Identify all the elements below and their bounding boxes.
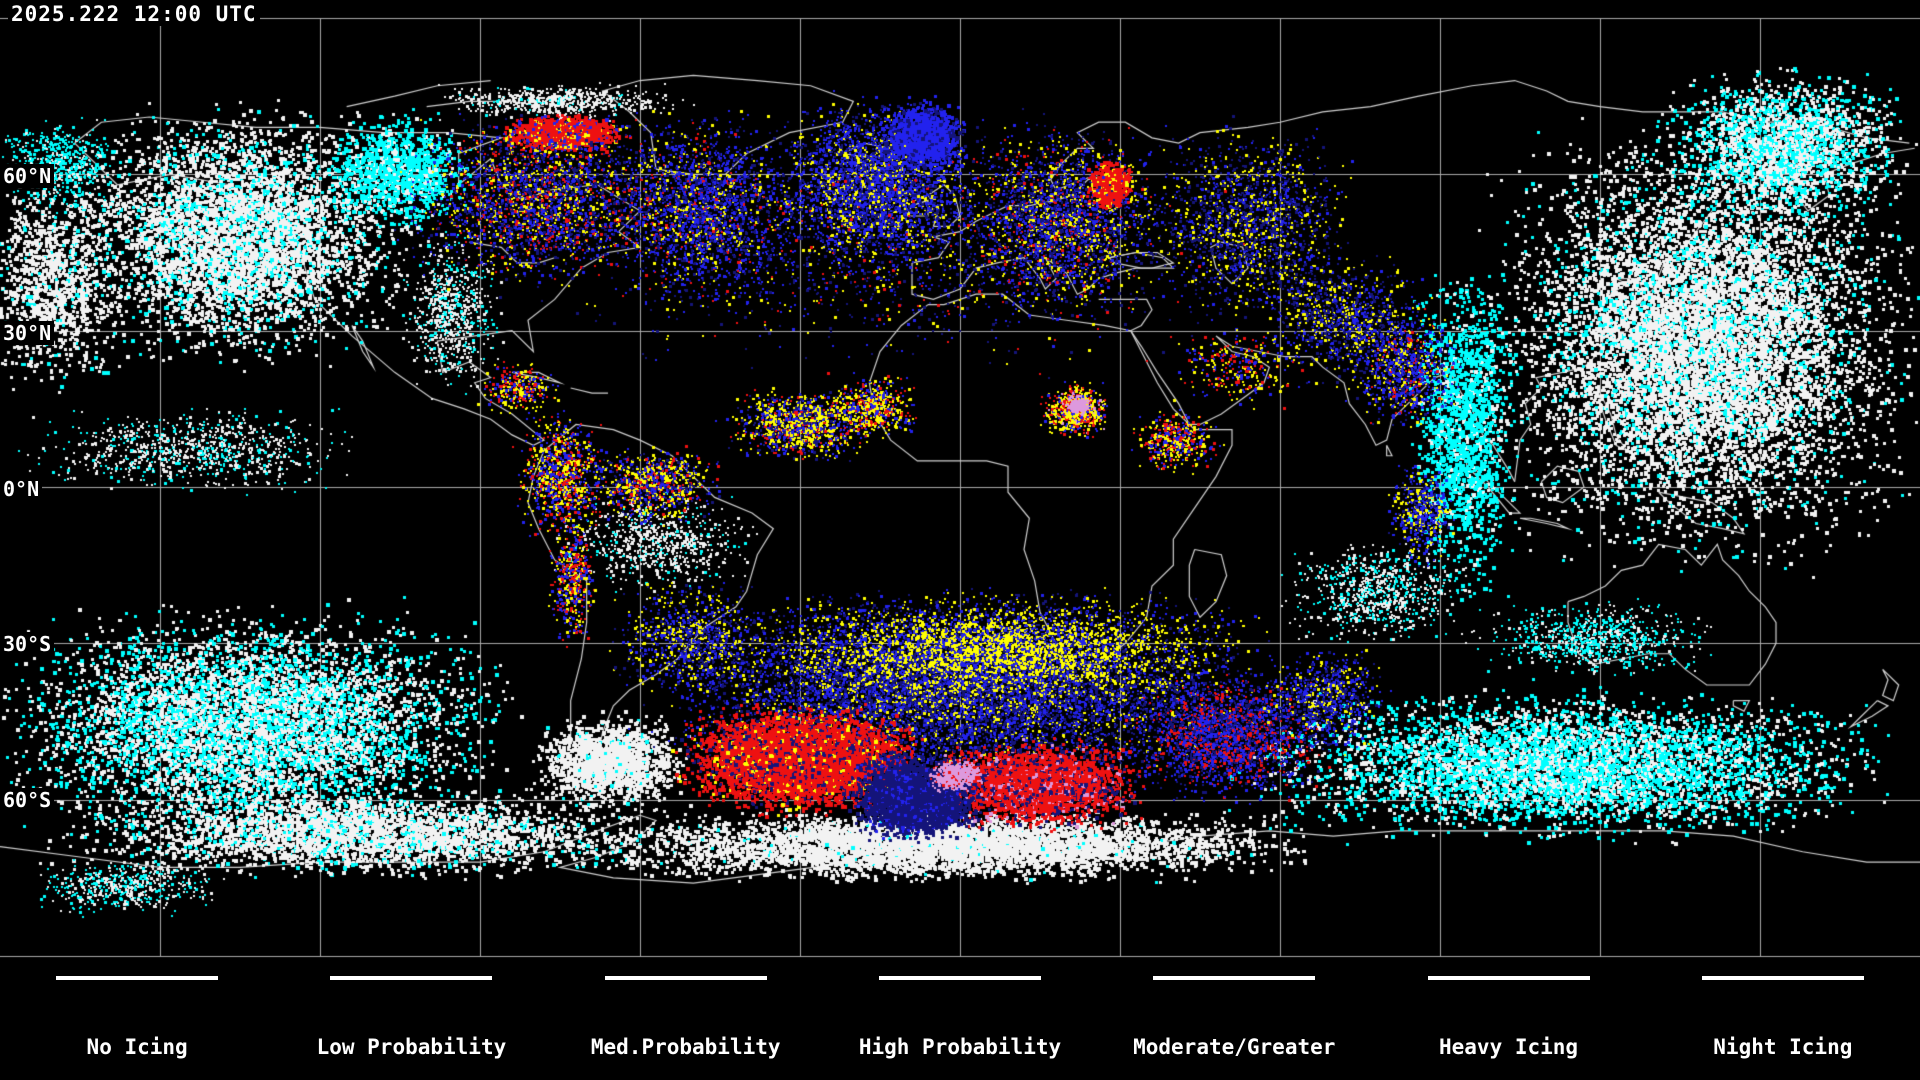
lat-label-60s: 60°S [0, 788, 55, 812]
lat-label-30s: 30°S [0, 632, 55, 656]
legend-bar: No Icing Retrieval Low Probability of Li… [0, 968, 1920, 1080]
lat-label-30n: 30°N [0, 321, 55, 345]
legend-swatch-moderate-greater [1153, 976, 1316, 980]
legend-swatch-night-icing [1701, 976, 1864, 980]
legend-item-med-probability: Med.Probability of Light Icing [549, 968, 823, 1080]
legend-item-moderate-greater: Moderate/Greater Icing Likely [1097, 968, 1371, 1080]
legend-item-heavy-icing: Heavy Icing [1371, 968, 1645, 1080]
legend-item-low-probability: Low Probability of Light Icing [274, 968, 548, 1080]
legend-item-no-icing: No Icing Retrieval [0, 968, 274, 1080]
legend-swatch-med-probability [604, 976, 767, 980]
legend-item-high-probability: High Probability of Light Icing [823, 968, 1097, 1080]
lat-label-60n: 60°N [0, 164, 55, 188]
world-map-area: 2025.222 12:00 UTC 60°N 30°N 0°N 30°S 60… [0, 0, 1920, 968]
legend-swatch-heavy-icing [1427, 976, 1590, 980]
legend-item-night-icing: Night Icing [1646, 968, 1920, 1080]
legend-label-no-icing: No Icing Retrieval [86, 1035, 188, 1060]
legend-label-night-icing: Night Icing [1713, 1035, 1853, 1060]
legend-swatch-high-probability [878, 976, 1041, 980]
legend-label-high-probability: High Probability of Light Icing [858, 1035, 1062, 1060]
legend-label-moderate-greater: Moderate/Greater Icing Likely [1133, 1035, 1336, 1060]
legend-swatch-low-probability [330, 976, 493, 980]
legend-label-heavy-icing: Heavy Icing [1439, 1035, 1579, 1060]
world-map-canvas [0, 0, 1920, 968]
lat-label-0n: 0°N [0, 477, 43, 501]
timestamp: 2025.222 12:00 UTC [8, 2, 260, 26]
legend-swatch-no-icing [56, 976, 219, 980]
legend-label-med-probability: Med.Probability of Light Icing [590, 1035, 781, 1060]
legend-label-low-probability: Low Probability of Light Icing [316, 1035, 507, 1060]
